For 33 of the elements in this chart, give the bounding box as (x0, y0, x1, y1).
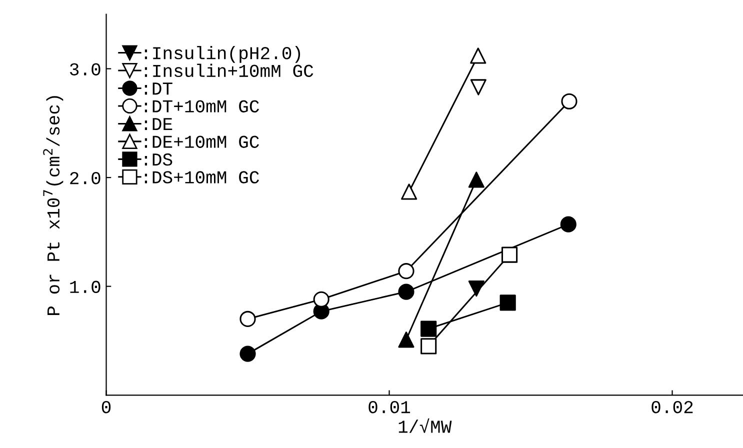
point (470, 48, 486, 64)
point (420, 320, 437, 337)
point (398, 332, 414, 348)
x-tick-label: 0.01 (368, 401, 410, 414)
point (240, 310, 256, 328)
point (561, 93, 578, 110)
x-tick-label: 0 (102, 401, 111, 414)
x-tick-label: 0.02 (652, 401, 693, 414)
legend-label: :Insulin+10mM GC (144, 64, 314, 78)
legend-label: :DT+10mM GC (144, 100, 259, 112)
y-axis-title: P or Pt x10$^{7}$(cm$^{2}$/sec) (43, 96, 64, 315)
legend-label: :DT (144, 82, 172, 95)
point (401, 184, 418, 200)
point (501, 246, 518, 263)
point (560, 216, 576, 232)
legend-label: :DS (144, 153, 172, 166)
point (468, 172, 484, 188)
point (500, 294, 516, 311)
point (313, 291, 330, 308)
point (398, 263, 414, 280)
legend-label: :DS+10mM GC (144, 171, 259, 184)
legend-label: :DE (144, 118, 172, 130)
y-tick-label: 2.0 (70, 172, 100, 184)
y-tick-label: 3.0 (70, 63, 100, 76)
legend-label: :DE+10mM GC (144, 136, 259, 148)
point (240, 346, 256, 362)
point (468, 280, 484, 297)
legend-label: :Insulin(pH2.0) (144, 46, 300, 63)
point (420, 338, 437, 354)
point (398, 284, 414, 300)
y-tick-label: 1.0 (70, 280, 100, 294)
point (470, 79, 486, 96)
x-axis-title: 1/√MW (398, 418, 452, 433)
